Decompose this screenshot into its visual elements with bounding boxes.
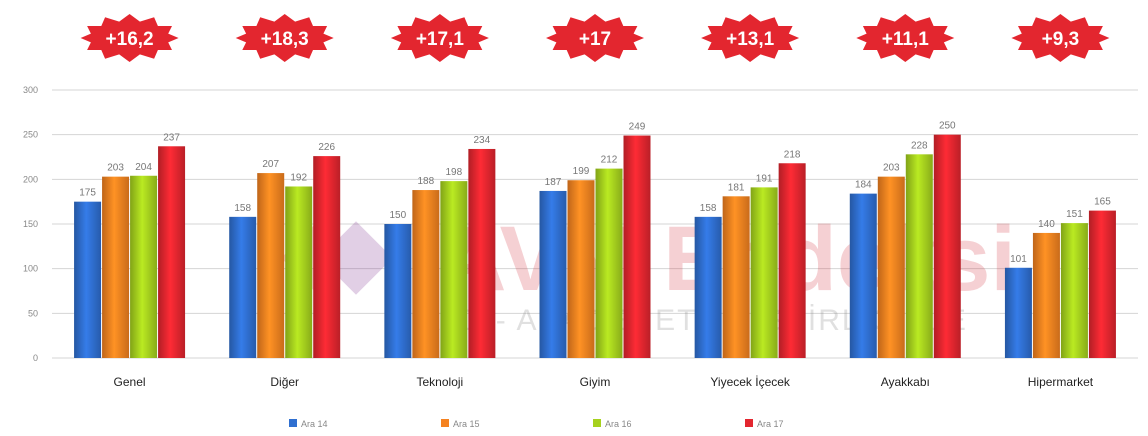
legend-swatch: [289, 419, 297, 427]
badge-label: +13,1: [726, 29, 775, 50]
data-label: 192: [290, 172, 307, 183]
data-label: 151: [1066, 209, 1083, 220]
data-label: 198: [446, 167, 463, 178]
data-label: 234: [474, 135, 491, 146]
data-label: 158: [700, 203, 717, 214]
data-label: 204: [135, 162, 152, 173]
bar: [313, 156, 341, 358]
legend: Ara 14 Ara 15 Ara 16 Ara 17: [289, 419, 784, 429]
badge-label: +18,3: [261, 29, 309, 50]
y-tick-label: 0: [33, 353, 38, 363]
bar: [384, 224, 412, 358]
bar: [1060, 223, 1088, 358]
data-label: 165: [1094, 197, 1111, 208]
badge-label: +17: [579, 29, 611, 50]
category-label: Yiyecek İçecek: [710, 375, 791, 389]
legend-label: Ara 17: [757, 419, 784, 429]
badge-starburst: [235, 14, 334, 62]
y-tick-label: 150: [23, 219, 38, 229]
category-labels: Genel Diğer Teknoloji Giyim Yiyecek İçecek Ay…: [114, 375, 1094, 389]
data-label: 181: [728, 182, 745, 193]
badge-label: +17,1: [416, 29, 465, 50]
data-labels: 175 203 204 237 158 207 192 226 150 188 198 234 187 1…: [79, 121, 1111, 265]
bar: [877, 176, 905, 358]
data-label: 101: [1010, 254, 1027, 265]
bar: [74, 201, 102, 358]
bar: [412, 190, 440, 358]
category-label: Hipermarket: [1028, 375, 1094, 389]
badge-starburst: [80, 14, 179, 62]
data-label: 191: [756, 173, 773, 184]
category-label: Ayakkabı: [881, 375, 930, 389]
data-label: 203: [107, 163, 124, 174]
bar: [285, 186, 313, 358]
data-label: 226: [318, 142, 335, 153]
bar: [1088, 210, 1116, 358]
category-label: Teknoloji: [417, 375, 464, 389]
legend-swatch: [593, 419, 601, 427]
bar: [849, 193, 877, 358]
data-label: 187: [545, 177, 562, 188]
data-label: 158: [234, 203, 251, 214]
badge-label: +16,2: [106, 29, 154, 50]
bar: [778, 163, 806, 358]
data-label: 212: [601, 155, 618, 166]
bars: [74, 134, 1116, 358]
data-label: 237: [163, 132, 180, 143]
badge-starburst: [390, 14, 489, 62]
legend-swatch: [745, 419, 753, 427]
data-label: 175: [79, 188, 96, 199]
data-label: 188: [418, 176, 435, 187]
badge-starburst: [856, 14, 955, 62]
data-label: 249: [629, 122, 646, 133]
bar: [257, 173, 285, 358]
difference-badges: +16,2 +18,3 +17,1 +17 +13,1 +11,1 +9,3: [80, 14, 1110, 62]
badge-label: +9,3: [1042, 29, 1080, 50]
bar: [440, 181, 468, 358]
legend-swatch: [441, 419, 449, 427]
data-label: 218: [784, 149, 801, 160]
category-label: Genel: [114, 375, 146, 389]
bar: [694, 216, 722, 358]
y-tick-label: 50: [28, 308, 38, 318]
y-axis: 0 50 100 150 200 250 300: [23, 85, 38, 363]
data-label: 184: [855, 180, 872, 191]
badge-starburst: [1011, 14, 1110, 62]
data-label: 207: [262, 159, 279, 170]
bar: [1032, 232, 1060, 358]
bar: [905, 154, 933, 358]
bar: [539, 190, 567, 358]
bar: [158, 146, 186, 358]
bar: [595, 168, 623, 358]
category-label: Diğer: [270, 375, 299, 389]
y-tick-label: 250: [23, 130, 38, 140]
bar: [567, 180, 595, 358]
data-label: 250: [939, 121, 956, 132]
bar: [623, 135, 651, 358]
y-tick-label: 100: [23, 264, 38, 274]
badge-starburst: [546, 14, 644, 62]
data-label: 150: [390, 210, 407, 221]
bar: [722, 196, 750, 358]
bar: [933, 134, 961, 358]
bar: [750, 187, 778, 358]
y-tick-label: 300: [23, 85, 38, 95]
data-label: 199: [573, 166, 590, 177]
badge-label: +11,1: [882, 29, 929, 50]
bar: [229, 216, 257, 358]
legend-label: Ara 14: [301, 419, 328, 429]
bar: [1004, 267, 1032, 358]
legend-label: Ara 16: [605, 419, 632, 429]
y-tick-label: 200: [23, 174, 38, 184]
bar: [130, 175, 158, 358]
bar: [102, 176, 130, 358]
badge-starburst: [701, 14, 800, 62]
legend-label: Ara 15: [453, 419, 480, 429]
data-label: 140: [1038, 219, 1055, 230]
data-label: 228: [911, 140, 928, 151]
data-label: 203: [883, 163, 900, 174]
bar: [468, 148, 496, 358]
category-label: Giyim: [580, 375, 611, 389]
